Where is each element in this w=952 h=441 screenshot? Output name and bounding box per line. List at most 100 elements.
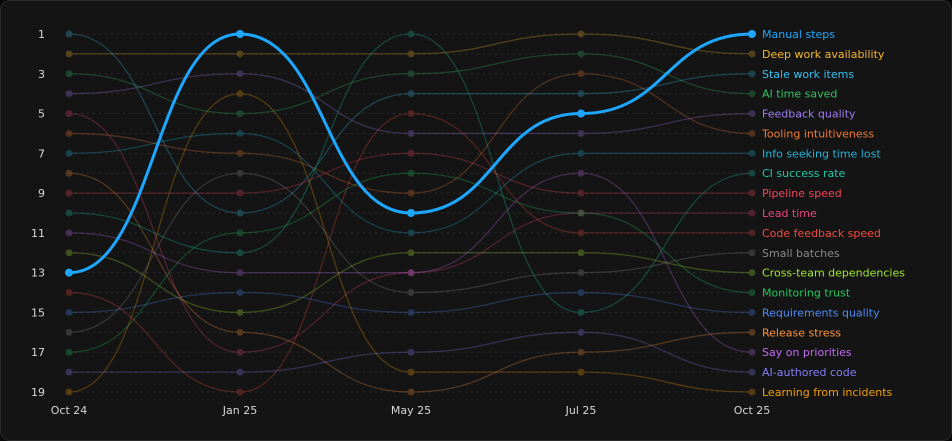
series-point	[407, 149, 415, 157]
series-line	[68, 53, 753, 115]
series-point	[577, 50, 585, 58]
series-point	[65, 70, 73, 78]
series-point	[65, 149, 73, 157]
series-point	[65, 368, 73, 376]
series-point	[65, 249, 73, 257]
series-line	[68, 132, 752, 234]
y-tick-label: 19	[31, 386, 45, 399]
y-tick-label: 11	[31, 227, 45, 240]
series-16	[65, 169, 756, 356]
series-line	[68, 172, 753, 353]
legend-entry[interactable]: Say on priorities	[762, 346, 852, 359]
series-line	[68, 252, 753, 314]
legend-entry[interactable]: Manual steps	[762, 28, 835, 41]
series-point	[236, 269, 244, 277]
series-point	[65, 388, 73, 396]
series-point	[407, 348, 415, 356]
series-point	[577, 70, 585, 78]
series-point	[65, 209, 73, 217]
highlighted-series	[65, 30, 756, 277]
series-point	[236, 209, 244, 217]
series-point	[407, 229, 415, 237]
series-13	[65, 169, 756, 356]
x-tick-label: May 25	[391, 404, 431, 417]
x-tick-label: Jan 25	[222, 404, 257, 417]
series-point	[407, 90, 415, 98]
series-line	[68, 172, 753, 333]
series-17	[65, 328, 756, 376]
series-point	[748, 189, 756, 197]
highlight-point[interactable]	[236, 30, 244, 38]
highlight-point[interactable]	[748, 30, 756, 38]
legend-entry[interactable]: Lead time	[762, 207, 817, 220]
legend-entry[interactable]: CI success rate	[762, 167, 846, 180]
series-point	[748, 328, 756, 336]
y-tick-label: 13	[31, 267, 45, 280]
series-point	[236, 169, 244, 177]
series-point	[407, 129, 415, 137]
highlight-point[interactable]	[65, 268, 73, 277]
series-point	[748, 308, 756, 316]
series-4	[65, 70, 756, 137]
series-point	[236, 229, 244, 237]
legend-entry[interactable]: Monitoring trust	[762, 287, 851, 300]
series-point	[407, 189, 415, 197]
series-line	[68, 112, 752, 393]
series-3	[65, 50, 756, 118]
legend-entry[interactable]: Small batches	[762, 247, 840, 260]
series-point	[236, 348, 244, 356]
legend-entry[interactable]: Release stress	[762, 326, 841, 339]
legend-entry[interactable]: Deep work availability	[762, 48, 885, 61]
series-point	[236, 149, 244, 157]
legend-entry[interactable]: AI time saved	[762, 88, 837, 101]
series-6	[65, 129, 756, 237]
series-point	[65, 129, 73, 137]
series-line	[68, 93, 753, 393]
series-point	[577, 348, 585, 356]
legend-entry[interactable]: Pipeline speed	[762, 187, 842, 200]
series-point	[577, 149, 585, 157]
series-point	[577, 269, 585, 277]
series-point	[407, 308, 415, 316]
legend-entry[interactable]: Info seeking time lost	[762, 147, 881, 160]
series-point	[236, 110, 244, 118]
series-line	[68, 291, 753, 314]
legend-entry[interactable]: AI-authored code	[762, 366, 857, 379]
series-point	[577, 249, 585, 257]
series-point	[65, 308, 73, 316]
highlight-line	[68, 32, 753, 275]
series-point	[748, 90, 756, 98]
series-point	[65, 110, 73, 118]
legend-entry[interactable]: Requirements quality	[762, 306, 880, 319]
series-line	[69, 33, 753, 55]
series-point	[236, 50, 244, 58]
series-line	[69, 331, 753, 373]
highlight-point[interactable]	[577, 109, 585, 118]
series-point	[748, 368, 756, 376]
series-point	[577, 30, 585, 38]
series-line	[68, 112, 752, 353]
y-tick-label: 3	[38, 68, 45, 81]
legend-entry[interactable]: Code feedback speed	[762, 227, 881, 240]
legend-entry[interactable]: Stale work items	[762, 68, 854, 81]
legend-entry[interactable]: Learning from incidents	[762, 386, 893, 399]
series-point	[236, 308, 244, 316]
series-9	[65, 110, 756, 356]
series-11	[65, 169, 756, 336]
legend-entry[interactable]: Cross-team dependencies	[762, 267, 905, 280]
series-5	[65, 70, 756, 197]
series-point	[65, 50, 73, 58]
series-point	[577, 189, 585, 197]
series-line	[68, 172, 753, 353]
legend-entry[interactable]: Tooling intuitiveness	[761, 127, 874, 140]
y-tick-label: 17	[31, 346, 45, 359]
legend-entry[interactable]: Feedback quality	[762, 108, 856, 121]
y-tick-label: 7	[38, 147, 45, 160]
series-point	[236, 70, 244, 78]
series-point	[748, 229, 756, 237]
series-point	[748, 169, 756, 177]
series-point	[236, 129, 244, 137]
x-axis-ticks: Oct 24 Jan 25 May 25 Jul 25 Oct 25	[51, 404, 771, 417]
highlight-point[interactable]	[407, 209, 415, 217]
series-point	[748, 129, 756, 137]
